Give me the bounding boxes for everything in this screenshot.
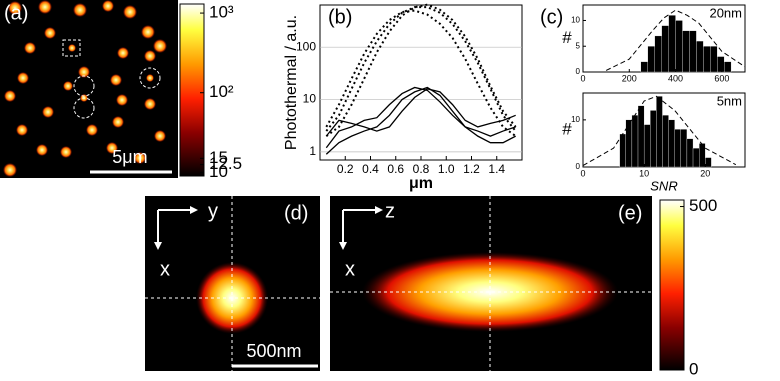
x-tick-label: 600 xyxy=(714,73,729,83)
arrow-head xyxy=(190,206,198,214)
colorbar-tick-label: 10² xyxy=(209,82,234,101)
y-tick-label: 100 xyxy=(296,39,316,53)
colorbar-tick-label: 0 xyxy=(689,359,698,376)
x-tick-label: 200 xyxy=(622,73,637,83)
scale-bar-label: 5μm xyxy=(112,147,147,167)
fit-curve xyxy=(605,9,746,71)
colorbar-tick-label: 10 xyxy=(209,162,228,181)
x-tick-label: 20 xyxy=(700,168,710,178)
data-line xyxy=(325,6,517,132)
bar xyxy=(682,30,690,73)
bar xyxy=(650,110,657,168)
x-tick-label: 1.2 xyxy=(463,162,480,176)
x-tick-label: 1.4 xyxy=(488,162,505,176)
bar xyxy=(710,46,718,73)
bar xyxy=(656,96,663,168)
y-axis-label: # xyxy=(562,119,572,138)
y-tick-label: 5 xyxy=(576,41,581,50)
bar xyxy=(699,143,706,168)
bar xyxy=(674,129,681,168)
bar xyxy=(668,15,676,73)
y-tick-label: 10 xyxy=(303,92,317,106)
bar xyxy=(724,61,732,73)
colorbar-tick-label: 12.5 xyxy=(209,154,242,173)
data-line xyxy=(325,86,516,149)
bar xyxy=(625,119,633,168)
x-tick-label: 0.4 xyxy=(362,162,379,176)
bar xyxy=(717,56,725,73)
axis-label: y xyxy=(208,200,218,222)
x-tick-label: 10 xyxy=(639,168,649,178)
axis-label: x xyxy=(345,258,355,280)
x-tick-label: 1.0 xyxy=(438,162,455,176)
bar xyxy=(696,40,704,73)
bar xyxy=(640,61,648,73)
x-axis-label: SNR xyxy=(650,178,677,193)
bar xyxy=(631,115,639,168)
x-tick-label: 0 xyxy=(580,168,585,178)
y-tick-label: 0 xyxy=(576,162,581,171)
colorbar-tick-label: 500 xyxy=(689,196,717,215)
bar xyxy=(705,157,712,168)
x-axis-label: μm xyxy=(409,175,433,192)
particles xyxy=(3,0,167,177)
axis-label: x xyxy=(160,258,170,280)
x-tick-label: 0.8 xyxy=(413,162,430,176)
axis-label: z xyxy=(385,200,395,222)
bar xyxy=(680,129,688,168)
bar xyxy=(692,147,700,168)
y-axis-label: Photothermal / a.u. xyxy=(283,15,300,150)
bar xyxy=(643,124,651,168)
panel-label: (a) xyxy=(4,2,28,24)
y-tick-label: 1 xyxy=(309,144,316,158)
y-tick-label: 10 xyxy=(571,16,580,25)
bar xyxy=(647,46,655,73)
x-tick-label: 0.2 xyxy=(337,162,354,176)
hist-title: 20nm xyxy=(709,5,742,20)
bar xyxy=(662,115,669,168)
data-line xyxy=(325,3,517,137)
y-tick-label: 10 xyxy=(571,115,580,124)
y-axis-label: # xyxy=(562,28,572,47)
data-line xyxy=(325,86,516,155)
data-line xyxy=(325,88,516,137)
image-a xyxy=(0,0,178,178)
x-tick-label: 0.6 xyxy=(387,162,404,176)
panel-label: (b) xyxy=(328,6,352,28)
bar xyxy=(654,35,662,73)
y-tick-label: 0 xyxy=(576,67,581,76)
markers xyxy=(62,39,161,119)
x-tick-label: 0 xyxy=(580,73,585,83)
colorbar-tick-label: 10³ xyxy=(209,3,234,22)
image-d xyxy=(145,196,320,371)
bar xyxy=(703,46,711,73)
panel-label: (d) xyxy=(284,202,308,224)
fit-curve xyxy=(582,95,737,167)
bar xyxy=(675,20,683,73)
colorbar-tick-label: 15 xyxy=(209,148,228,167)
bar xyxy=(668,119,675,168)
bar xyxy=(689,30,697,73)
panel-label: (e) xyxy=(618,202,642,224)
bar xyxy=(661,25,669,73)
bar xyxy=(686,138,694,168)
panel-label: (c) xyxy=(540,6,563,28)
arrow-head xyxy=(339,242,347,250)
data-line xyxy=(325,9,517,137)
x-tick-label: 400 xyxy=(668,73,683,83)
colorbar xyxy=(659,199,685,371)
colorbar xyxy=(179,3,205,177)
scale-bar-label: 500nm xyxy=(246,341,301,361)
arrow-head xyxy=(375,206,383,214)
image-e xyxy=(330,196,652,371)
bar xyxy=(637,105,645,168)
arrow-head xyxy=(154,242,162,250)
bar xyxy=(619,133,626,168)
hist-title: 5nm xyxy=(717,93,742,108)
